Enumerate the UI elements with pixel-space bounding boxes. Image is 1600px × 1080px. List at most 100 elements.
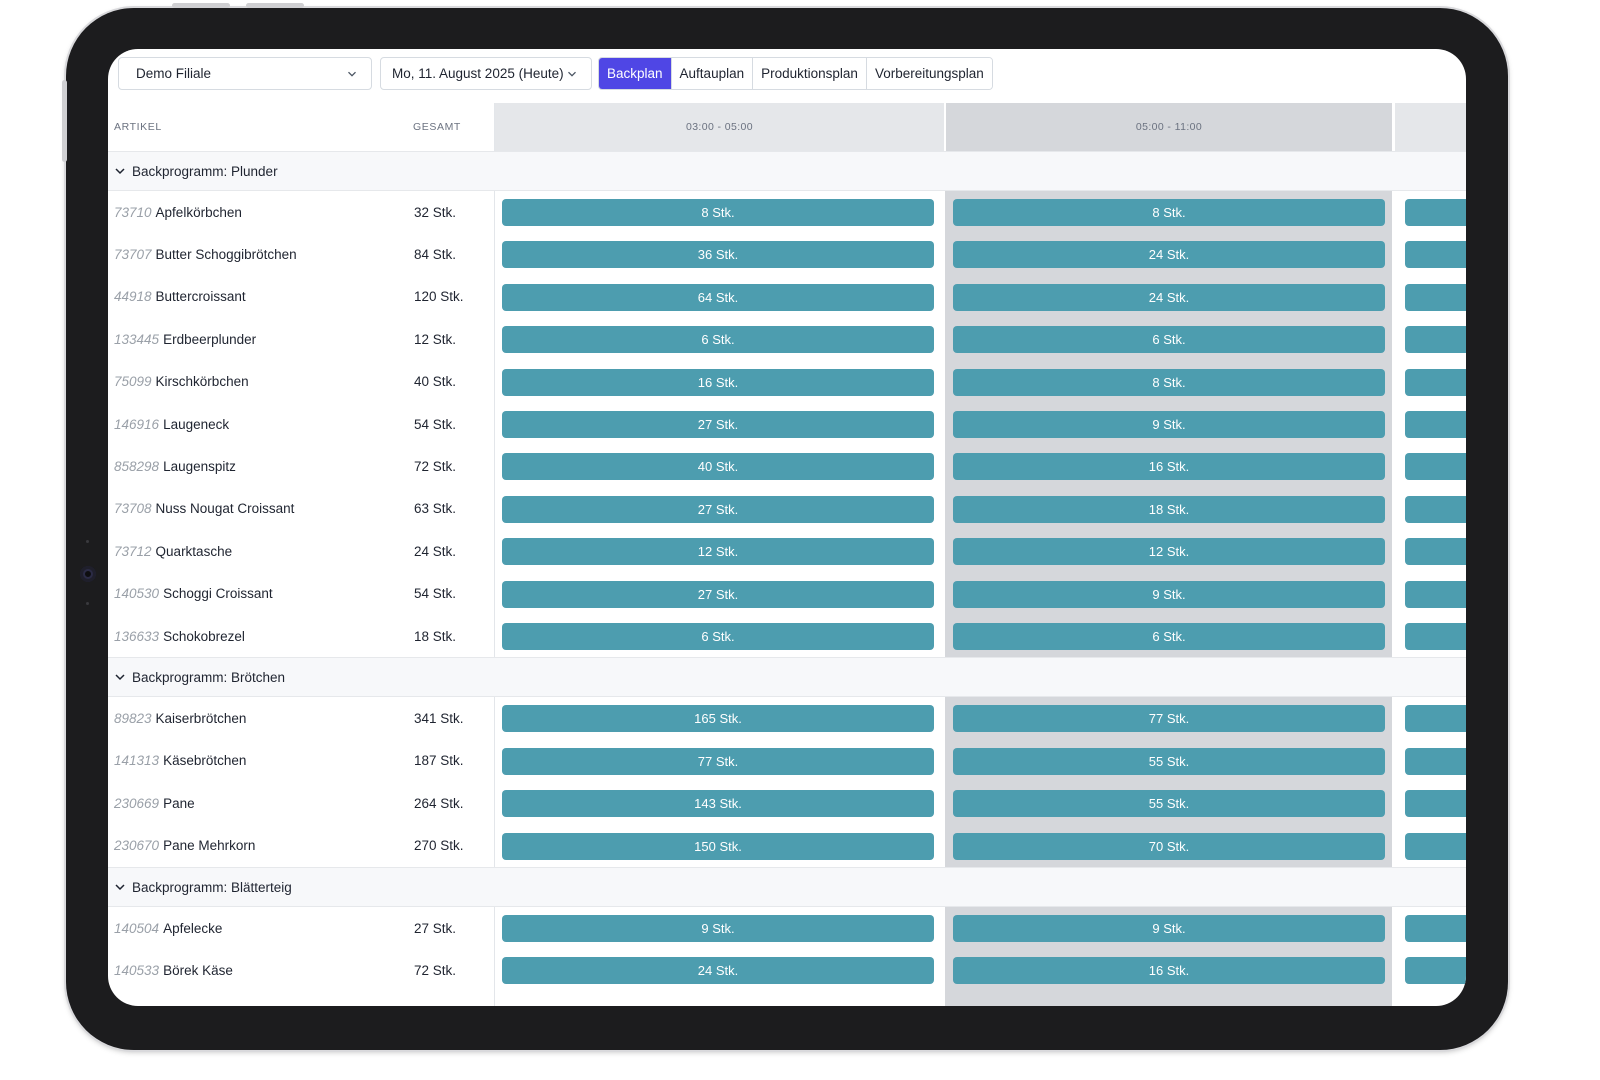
table-row: 140530 Schoggi Croissant 54 Stk. 27 Stk. 9 S… [108,573,1466,615]
header-artikel: ARTIKEL [114,121,162,133]
slot-2-bar[interactable]: 6 Stk. [953,623,1385,650]
table-row: 73710 Apfelkörbchen 32 Stk. 8 Stk. 8 Stk. [108,191,1466,233]
article-name: Apfelecke [163,920,223,936]
group-header[interactable]: Backprogramm: Blätterteig [108,867,1466,907]
article-number: 230669 [114,795,160,811]
slot-3-bar[interactable] [1405,241,1466,269]
slot-2-bar[interactable]: 55 Stk. [953,747,1385,775]
date-select[interactable]: Mo, 11. August 2025 (Heute) [380,57,592,90]
slot-3-bar[interactable] [1405,495,1466,523]
article-cell: 136633 Schokobrezel [114,615,245,657]
sensor-dot [86,602,89,605]
filiale-select-value: Demo Filiale [136,66,212,81]
article-number: 141313 [114,753,160,769]
header-slot-3 [1395,103,1466,151]
tab-backplan[interactable]: Backplan [599,58,671,89]
slot-3-bar[interactable] [1405,832,1466,860]
article-name: Erdbeerplunder [163,331,257,347]
slot-3-bar[interactable] [1405,747,1466,775]
slot-1-bar[interactable]: 8 Stk. [502,199,934,226]
slot-1-bar[interactable]: 6 Stk. [502,623,934,650]
slot-3-bar[interactable] [1405,453,1466,481]
article-cell: 44918 Buttercroissant [114,276,246,318]
slot-3-bar[interactable] [1405,790,1466,818]
slot-2-bar[interactable]: 16 Stk. [953,453,1385,481]
total-cell: 187 Stk. [414,753,464,769]
slot-2-bar[interactable]: 24 Stk. [953,283,1385,311]
article-name: Quarktasche [155,543,233,559]
table-row: 146916 Laugeneck 54 Stk. 27 Stk. 9 Stk. [108,403,1466,445]
slot-1-bar[interactable]: 6 Stk. [502,326,934,354]
slot-2-bar[interactable]: 9 Stk. [953,915,1385,942]
slot-2-bar[interactable]: 9 Stk. [953,411,1385,438]
slot-2-bar[interactable]: 55 Stk. [953,790,1385,818]
slot-3-bar[interactable] [1405,915,1466,942]
slot-2-bar[interactable]: 6 Stk. [953,326,1385,354]
total-cell: 18 Stk. [414,628,457,644]
slot-3-bar[interactable] [1405,705,1466,733]
article-name: Käsebrötchen [163,753,247,769]
filiale-select[interactable]: Demo Filiale [118,57,372,90]
slot-1-bar[interactable]: 16 Stk. [502,368,934,396]
article-number: 44918 [114,289,152,305]
slot-3-bar[interactable] [1405,580,1466,608]
date-select-value: Mo, 11. August 2025 (Heute) [392,66,564,81]
group-header[interactable]: Backprogramm: Plunder [108,151,1466,191]
slot-1-bar[interactable]: 40 Stk. [502,453,934,481]
article-number: 73707 [114,246,152,262]
slot-2-bar[interactable]: 16 Stk. [953,957,1385,985]
slot-3-bar[interactable] [1405,368,1466,396]
slot-2-bar[interactable]: 24 Stk. [953,241,1385,269]
tab-auftauplan[interactable]: Auftauplan [670,58,753,89]
slot-2-bar[interactable]: 9 Stk. [953,580,1385,608]
slot-3-bar[interactable] [1405,538,1466,566]
slot-1-bar[interactable]: 27 Stk. [502,411,934,438]
header-gesamt: GESAMT [413,121,461,133]
slot-3-bar[interactable] [1405,411,1466,438]
slot-3-bar[interactable] [1405,199,1466,226]
slot-3-bar[interactable] [1405,326,1466,354]
table-row: 858298 Laugenspitz 72 Stk. 40 Stk. 16 Stk. [108,445,1466,487]
article-cell: 230670 Pane Mehrkorn [114,825,255,867]
table-row: 230670 Pane Mehrkorn 270 Stk. 150 Stk. 70 St… [108,825,1466,867]
total-cell: 264 Stk. [414,795,464,811]
slot-2-bar[interactable]: 12 Stk. [953,538,1385,566]
slot-2-bar[interactable]: 8 Stk. [953,368,1385,396]
slot-1-bar[interactable]: 150 Stk. [502,832,934,860]
slot-2-bar[interactable]: 70 Stk. [953,832,1385,860]
slot-2-bar[interactable]: 18 Stk. [953,495,1385,523]
slot-2-bar[interactable]: 8 Stk. [953,199,1385,226]
group-header[interactable]: Backprogramm: Brötchen [108,657,1466,698]
slot-1-bar[interactable]: 165 Stk. [502,705,934,733]
slot-2-bar[interactable]: 77 Stk. [953,705,1385,733]
article-cell: 230669 Pane [114,782,195,824]
slot-3-bar[interactable] [1405,957,1466,985]
slot-1-bar[interactable]: 64 Stk. [502,283,934,311]
slot-1-bar[interactable]: 12 Stk. [502,538,934,566]
slot-1-bar[interactable]: 36 Stk. [502,241,934,269]
slot-1-bar[interactable]: 24 Stk. [502,957,934,985]
article-cell: 140504 Apfelecke [114,907,222,949]
slot-3-bar[interactable] [1405,623,1466,650]
total-cell: 40 Stk. [414,374,457,390]
tab-vorbereitungsplan[interactable]: Vorbereitungsplan [865,58,992,89]
slot-1-bar[interactable]: 77 Stk. [502,747,934,775]
total-cell: 24 Stk. [414,543,457,559]
slot-3-bar[interactable] [1405,283,1466,311]
tab-produktionsplan[interactable]: Produktionsplan [752,58,866,89]
slot-1-bar[interactable]: 9 Stk. [502,915,934,942]
group-label: Backprogramm: Blätterteig [132,879,292,895]
article-number: 73710 [114,204,152,220]
slot-1-bar[interactable]: 143 Stk. [502,790,934,818]
article-cell: 140530 Schoggi Croissant [114,573,273,615]
article-name: Pane Mehrkorn [163,838,256,854]
slot-1-bar[interactable]: 27 Stk. [502,495,934,523]
total-cell: 120 Stk. [414,289,464,305]
article-cell: 141313 Käsebrötchen [114,740,246,782]
slot-1-bar[interactable]: 27 Stk. [502,580,934,608]
article-number: 140504 [114,920,160,936]
chevron-down-icon [115,168,125,175]
plan-tabs: Backplan Auftauplan Produktionsplan Vorb… [598,57,993,90]
article-name: Laugeneck [163,416,230,432]
article-number: 133445 [114,331,160,347]
